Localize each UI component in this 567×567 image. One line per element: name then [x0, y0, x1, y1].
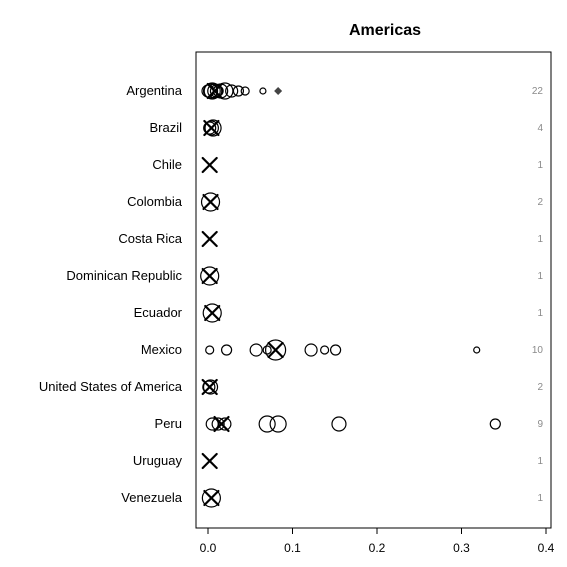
pooled-cross-mark [201, 230, 218, 248]
pooled-cross-mark [202, 193, 219, 211]
labels-layer: Argentina 22 Brazil 4 Chile 1 Colombia 2 Costa R… [39, 83, 544, 505]
study-point [225, 84, 239, 98]
study-point [207, 83, 223, 99]
study-point [205, 417, 219, 431]
pooled-cross-mark [203, 119, 220, 137]
chart-title: Americas [349, 22, 421, 39]
pooled-cross-mark [201, 378, 218, 396]
study-point [329, 344, 342, 356]
category-label: Costa Rica [118, 231, 182, 246]
study-point [203, 120, 219, 136]
count-label: 2 [537, 197, 543, 208]
x-tick-label: 0.1 [284, 541, 301, 555]
category-label: Venezuela [121, 490, 182, 505]
study-point [259, 87, 267, 95]
study-point [249, 343, 263, 357]
cross-line [206, 82, 223, 100]
study-point [262, 345, 272, 355]
pooled-cross-mark [206, 82, 223, 100]
study-point [204, 119, 222, 137]
study-point [200, 192, 221, 212]
x-axis: 0.0 0.1 0.2 0.3 0.4 [200, 528, 555, 555]
cross-line [213, 415, 230, 433]
x-tick-label: 0.3 [453, 541, 470, 555]
count-label: 22 [532, 86, 544, 97]
pooled-cross-mark [204, 304, 221, 322]
category-label: Uruguay [133, 453, 183, 468]
cross-line [201, 230, 218, 248]
study-point [202, 380, 216, 394]
study-point [202, 303, 222, 323]
pooled-cross-mark [213, 415, 230, 433]
category-label: Chile [152, 157, 182, 172]
count-label: 1 [537, 271, 543, 282]
study-point [200, 266, 220, 286]
cross-line [203, 119, 220, 137]
count-label: 9 [537, 419, 543, 430]
plot-frame [195, 51, 552, 529]
x-tick-label: 0.0 [200, 541, 217, 555]
pooled-cross-mark [203, 489, 220, 507]
category-label: Peru [155, 416, 182, 431]
count-label: 1 [537, 456, 543, 467]
study-point [473, 346, 481, 354]
count-label: 1 [537, 234, 543, 245]
study-point [205, 345, 215, 355]
pooled-cross-mark [201, 267, 218, 285]
study-point [232, 85, 245, 97]
dot-mark [274, 87, 283, 95]
study-point [240, 86, 250, 96]
category-label: Argentina [126, 83, 182, 98]
points-layer [200, 82, 501, 508]
study-point [211, 417, 225, 431]
pooled-cross-mark [267, 341, 284, 359]
study-point [202, 83, 219, 99]
count-label: 4 [537, 123, 543, 134]
cross-line [204, 304, 221, 322]
count-label: 1 [537, 160, 543, 171]
x-tick-label: 0.4 [538, 541, 555, 555]
study-point [203, 121, 217, 135]
cross-line [202, 193, 219, 211]
cross-line [201, 156, 218, 174]
category-label: Mexico [141, 342, 182, 357]
study-point [304, 343, 318, 357]
study-point [269, 415, 287, 433]
x-tick-label: 0.2 [369, 541, 386, 555]
study-point [201, 488, 221, 508]
study-point [218, 417, 232, 431]
count-label: 1 [537, 493, 543, 504]
count-label: 1 [537, 308, 543, 319]
cross-line [201, 267, 218, 285]
cross-line [267, 341, 284, 359]
study-point [202, 379, 219, 395]
category-label: Dominican Republic [66, 268, 182, 283]
count-label: 2 [537, 382, 543, 393]
count-label: 10 [532, 345, 544, 356]
study-point [489, 418, 501, 430]
category-label: Ecuador [134, 305, 183, 320]
study-point [331, 416, 347, 432]
study-point [320, 345, 330, 355]
cross-line [201, 378, 218, 396]
pooled-cross-mark [201, 156, 218, 174]
study-point [203, 82, 221, 100]
cross-line [201, 452, 218, 470]
study-point [265, 339, 287, 361]
study-point [258, 415, 276, 433]
category-label: Colombia [127, 194, 183, 209]
study-point [220, 344, 233, 356]
pooled-cross-mark [201, 452, 218, 470]
category-label: Brazil [149, 120, 182, 135]
cross-line [203, 489, 220, 507]
category-label: United States of America [39, 379, 183, 394]
